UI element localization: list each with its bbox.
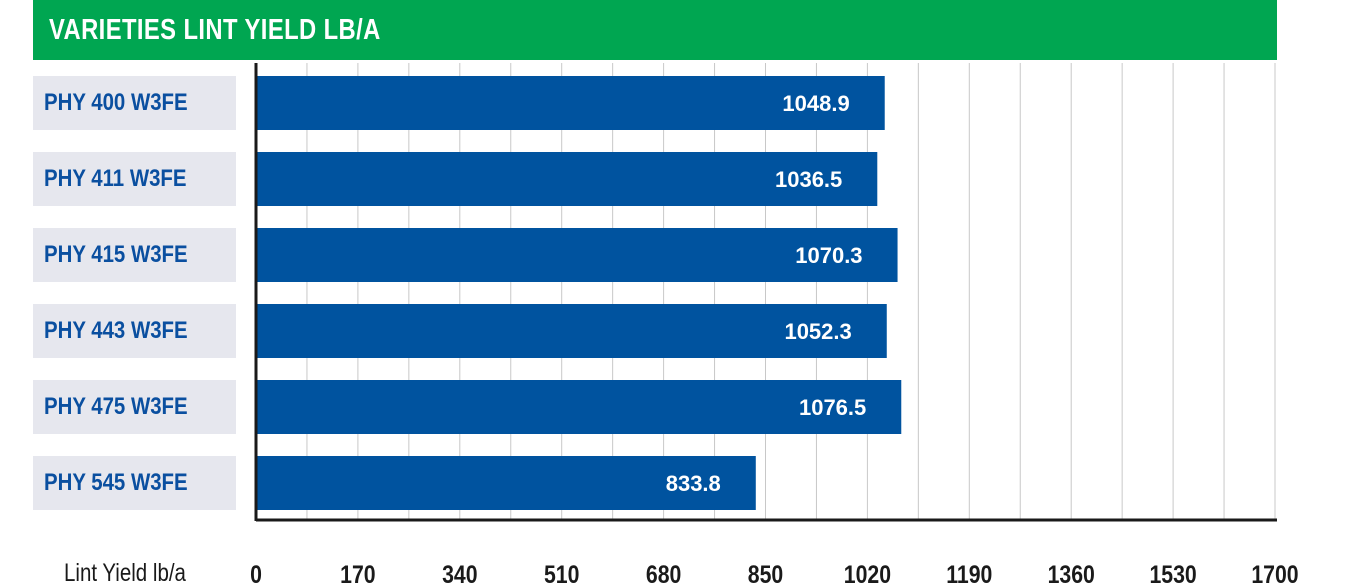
category-label-box: PHY 443 W3FE xyxy=(33,304,236,358)
bar-value-label: 1036.5 xyxy=(775,167,842,192)
bar-value-label: 833.8 xyxy=(666,471,721,496)
x-axis-title: Lint Yield lb/a xyxy=(64,559,186,587)
category-label-box: PHY 415 W3FE xyxy=(33,228,236,282)
x-tick-label: 170 xyxy=(340,560,375,585)
bar xyxy=(256,228,898,282)
bar xyxy=(256,380,902,434)
bar-value-label: 1070.3 xyxy=(795,243,862,268)
bar-value-label: 1076.5 xyxy=(799,395,866,420)
category-label: PHY 400 W3FE xyxy=(44,89,188,116)
category-label: PHY 443 W3FE xyxy=(44,317,188,344)
x-tick-label: 680 xyxy=(646,560,681,585)
x-tick-label: 340 xyxy=(442,560,477,585)
bar xyxy=(256,76,885,130)
x-tick-label: 850 xyxy=(748,560,783,585)
x-tick-label: 0 xyxy=(250,560,262,585)
category-label: PHY 475 W3FE xyxy=(44,393,188,420)
x-tick-label: 1700 xyxy=(1251,560,1298,585)
bar xyxy=(256,152,878,206)
bar xyxy=(256,456,756,510)
category-label-box: PHY 400 W3FE xyxy=(33,76,236,130)
x-tick-label: 510 xyxy=(544,560,579,585)
x-tick-label: 1360 xyxy=(1048,560,1095,585)
bar-value-label: 1052.3 xyxy=(784,319,851,344)
category-label-box: PHY 545 W3FE xyxy=(33,456,236,510)
chart-title: VARIETIES LINT YIELD LB/A xyxy=(49,13,381,46)
chart-title-bar: VARIETIES LINT YIELD LB/A xyxy=(33,0,1277,60)
x-tick-label: 1190 xyxy=(946,560,992,585)
x-tick-label: 1020 xyxy=(844,560,891,585)
category-label-box: PHY 475 W3FE xyxy=(33,380,236,434)
category-label: PHY 545 W3FE xyxy=(44,469,188,496)
bar-value-label: 1048.9 xyxy=(782,91,849,116)
x-tick-label: 1530 xyxy=(1149,560,1196,585)
category-label: PHY 411 W3FE xyxy=(44,165,187,192)
bar xyxy=(256,304,887,358)
category-label: PHY 415 W3FE xyxy=(44,241,188,268)
category-label-box: PHY 411 W3FE xyxy=(33,152,236,206)
